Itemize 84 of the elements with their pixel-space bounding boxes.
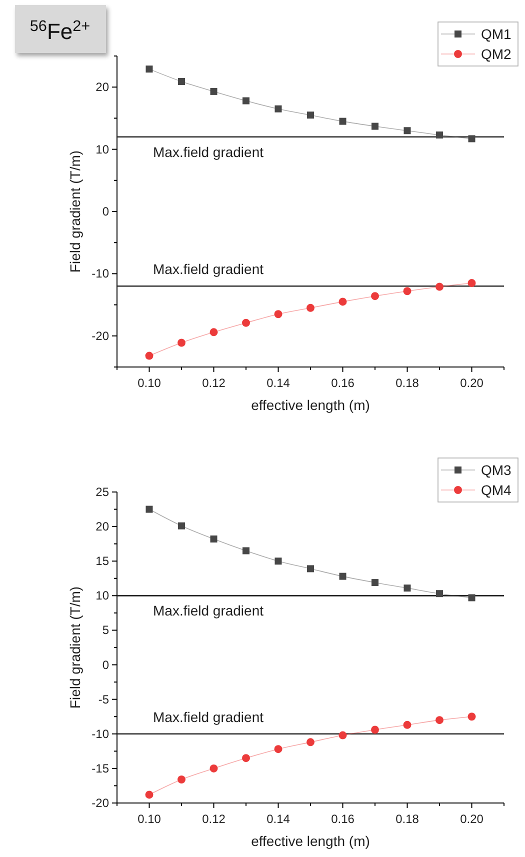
y-tick-label: -20 [92, 796, 110, 810]
x-tick-label: 0.14 [266, 812, 290, 826]
point [274, 745, 282, 754]
point [436, 131, 443, 138]
point [468, 135, 476, 142]
y-tick-label: 10 [96, 142, 110, 156]
x-tick-label: 0.18 [396, 376, 420, 390]
ref-line-label: Max.field gradient [153, 144, 264, 160]
legend-label: QM2 [481, 46, 512, 62]
point [210, 88, 218, 95]
point [306, 304, 314, 312]
y-tick-label: -15 [92, 761, 110, 776]
point [210, 764, 218, 772]
y-tick-label: 15 [96, 554, 110, 568]
point [339, 118, 346, 125]
y-tick-label: 20 [96, 520, 110, 534]
point [403, 287, 412, 296]
x-tick-label: 0.20 [460, 376, 484, 390]
y-tick-label: -10 [92, 266, 110, 281]
point [146, 66, 153, 73]
point [242, 97, 250, 104]
y-tick-label: 20 [96, 80, 110, 94]
legend-label: QM3 [481, 462, 512, 478]
y-tick-label: 10 [96, 588, 110, 603]
point [274, 310, 282, 318]
point [372, 122, 378, 130]
point [274, 558, 282, 565]
point [339, 572, 346, 580]
point [242, 547, 250, 554]
x-tick-label: 0.18 [396, 812, 420, 826]
point [371, 726, 379, 734]
x-tick-label: 0.12 [202, 376, 226, 390]
legend-label: QM1 [481, 26, 512, 42]
point [210, 535, 218, 542]
x-tick-label: 0.16 [331, 812, 355, 826]
x-tick-label: 0.16 [331, 376, 355, 390]
x-tick-label: 0.10 [138, 376, 162, 390]
y-tick-label: 0 [102, 658, 110, 672]
x-tick-label: 0.14 [266, 376, 290, 390]
point [307, 565, 314, 572]
point [338, 298, 347, 306]
point [403, 720, 412, 729]
point [145, 352, 154, 360]
x-tick-label: 0.12 [202, 812, 226, 826]
point [436, 716, 444, 724]
point [242, 754, 250, 762]
y-tick-label: 5 [102, 623, 110, 638]
y-axis-title: Field gradient (T/m) [67, 586, 83, 709]
y-tick-label: -10 [92, 726, 110, 741]
point [468, 279, 476, 288]
point [145, 790, 154, 799]
x-tick-label: 0.20 [460, 812, 484, 826]
point [306, 738, 314, 746]
legend-label: QM4 [481, 482, 512, 498]
y-tick-label: 25 [96, 485, 110, 499]
ref-line-label: Max.field gradient [153, 602, 264, 619]
point [242, 318, 250, 327]
point [274, 105, 282, 112]
point [178, 78, 185, 85]
x-axis-title: effective length (m) [251, 397, 370, 413]
x-tick-label: 0.10 [138, 812, 162, 826]
point [404, 127, 411, 134]
y-tick-label: -5 [98, 692, 110, 706]
point [468, 594, 476, 602]
point [178, 338, 186, 347]
y-tick-label: 0 [102, 204, 110, 218]
point [178, 522, 185, 530]
ref-line-label: Max.field gradient [153, 261, 264, 278]
point [338, 731, 347, 740]
point [371, 292, 379, 300]
point [468, 712, 476, 721]
point [436, 590, 443, 598]
y-axis-title: Field gradient (T/m) [67, 150, 83, 273]
point [404, 584, 411, 592]
point [307, 112, 314, 119]
point [210, 328, 218, 336]
point [146, 506, 153, 513]
ref-line-label: Max.field gradient [153, 708, 264, 725]
point [178, 776, 186, 784]
point [372, 579, 378, 586]
point [436, 282, 444, 291]
chart-title: $^{56}$Fe$^{2+}$ [30, 18, 90, 44]
x-axis-title: effective length (m) [251, 833, 370, 849]
y-tick-label: -20 [92, 328, 110, 343]
